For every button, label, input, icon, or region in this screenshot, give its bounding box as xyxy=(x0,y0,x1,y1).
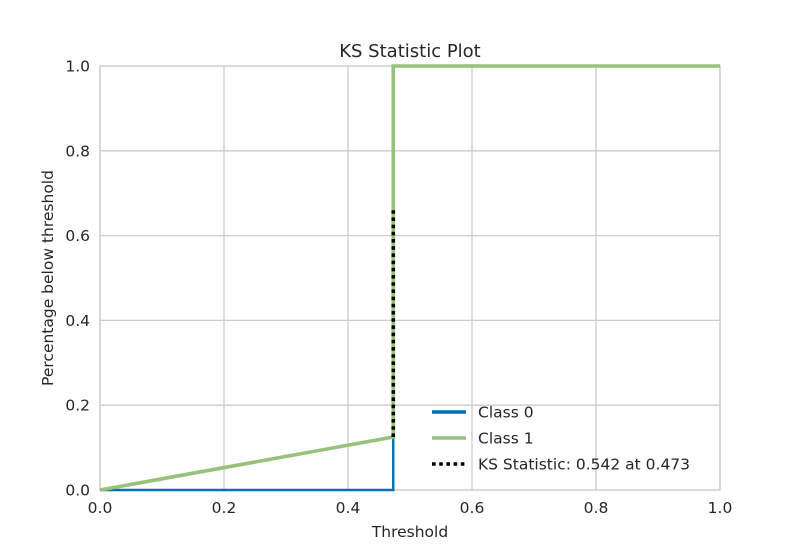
y-tick-label-3: 0.6 xyxy=(65,227,90,245)
chart-title: KS Statistic Plot xyxy=(339,41,481,62)
legend-label-class-1: Class 1 xyxy=(478,430,534,448)
x-tick-label-3: 0.6 xyxy=(460,499,485,517)
y-tick-label-2: 0.4 xyxy=(65,312,90,330)
y-tick-label-0: 0.0 xyxy=(65,482,90,500)
x-axis-label: Threshold xyxy=(371,523,448,541)
legend-label-ks-statistic: KS Statistic: 0.542 at 0.473 xyxy=(478,456,690,474)
tick-labels: 0.0 0.2 0.4 0.6 0.8 1.0 0.0 0.2 0.4 0.6 0.8 1.0 xyxy=(65,58,732,518)
y-axis-label: Percentage below threshold xyxy=(39,170,57,386)
y-tick-label-1: 0.2 xyxy=(65,397,90,415)
legend: Class 0 Class 1 KS Statistic: 0.542 at 0.4… xyxy=(432,404,690,474)
y-tick-label-4: 0.8 xyxy=(65,142,90,160)
x-tick-label-0: 0.0 xyxy=(88,499,113,517)
x-tick-label-1: 0.2 xyxy=(212,499,237,517)
y-tick-label-5: 1.0 xyxy=(65,58,90,76)
legend-label-class-0: Class 0 xyxy=(478,404,534,422)
series-lines xyxy=(99,64,720,492)
series-line-class-1 xyxy=(99,64,720,492)
x-tick-label-4: 0.8 xyxy=(584,499,609,517)
plot-area xyxy=(100,66,720,490)
x-tick-label-2: 0.4 xyxy=(336,499,361,517)
x-tick-label-5: 1.0 xyxy=(708,499,733,517)
